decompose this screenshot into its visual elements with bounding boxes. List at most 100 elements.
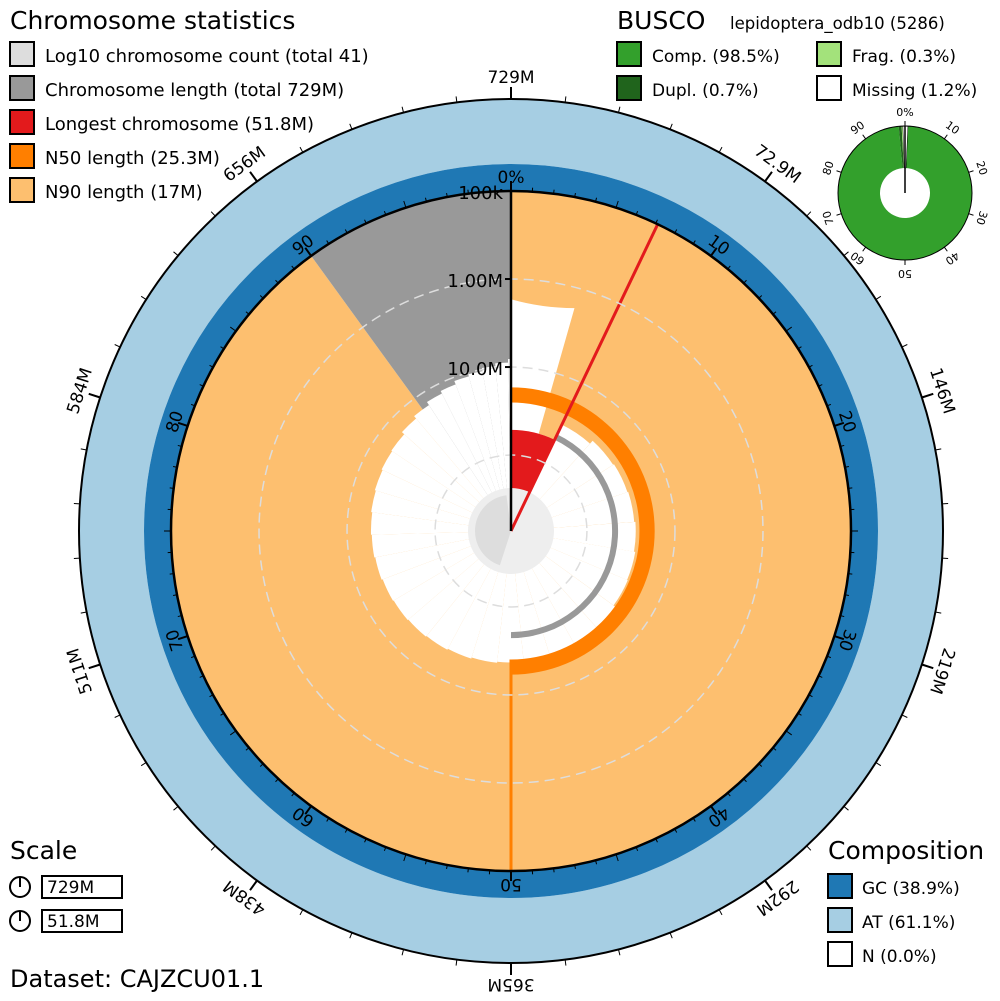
length-minor-tick — [173, 251, 179, 257]
percent-minor-tick — [220, 712, 225, 716]
percent-minor-tick — [727, 265, 731, 270]
percent-minor-tick — [826, 403, 832, 407]
percent-tick — [834, 421, 845, 427]
percent-minor-tick — [209, 694, 214, 698]
busco-tick-label: 70 — [820, 209, 837, 226]
percent-minor-tick — [259, 763, 264, 767]
percent-minor-tick — [818, 384, 823, 387]
percent-minor-tick — [446, 192, 448, 198]
percent-minor-tick — [674, 229, 678, 234]
busco-tick — [968, 213, 974, 216]
length-tick — [921, 663, 934, 670]
length-minor-tick — [80, 611, 87, 614]
busco-lineage: lepidoptera_odb10 (5286) — [730, 14, 945, 34]
length-minor-tick — [806, 211, 812, 217]
busco-slice — [898, 126, 904, 169]
length-tick-label: 511M — [63, 645, 97, 696]
length-tick — [88, 663, 101, 670]
busco-tick — [943, 246, 948, 252]
percent-minor-tick — [844, 594, 850, 596]
dataset-label: Dataset: CAJZCU01.1 — [10, 965, 264, 993]
at-ring — [79, 99, 943, 963]
percent-minor-tick — [177, 444, 182, 447]
busco-legend-swatch — [816, 75, 842, 101]
legend-swatch — [9, 143, 35, 169]
length-minor-tick — [617, 106, 621, 113]
length-minor-tick — [875, 762, 882, 767]
length-minor-tick — [80, 448, 87, 451]
percent-minor-tick — [818, 675, 823, 678]
length-minor-tick — [210, 211, 216, 217]
scale-label: 51.8M — [47, 912, 100, 932]
length-minor-tick — [718, 146, 723, 153]
composition-label: GC (38.9%) — [862, 879, 960, 899]
percent-minor-tick — [574, 192, 576, 198]
length-tick-label: 729M — [487, 68, 534, 88]
busco-tick-label: 40 — [943, 249, 962, 268]
composition-swatch — [827, 907, 853, 933]
composition-legend: Composition GC (38.9%) AT (61.1%) N (0.0%) — [827, 836, 984, 967]
length-tick — [249, 171, 258, 183]
scale-box — [41, 909, 123, 933]
length-minor-tick — [843, 251, 849, 257]
length-minor-tick — [806, 845, 812, 851]
percent-minor-tick — [424, 860, 427, 865]
percent-minor-tick — [553, 189, 555, 194]
scale-label: 729M — [47, 878, 94, 898]
length-minor-tick — [173, 805, 179, 811]
percent-minor-tick — [172, 466, 178, 468]
busco-tick — [862, 134, 867, 140]
scale-legend: Scale 729M 51.8M — [9, 836, 123, 933]
percent-minor-tick — [840, 615, 845, 618]
chromosome-legend: Chromosome statistics Log10 chromosome c… — [9, 6, 369, 203]
scale-box — [41, 875, 123, 899]
busco-tick — [836, 170, 842, 173]
busco-tick — [862, 246, 867, 252]
length-minor-tick — [401, 949, 405, 956]
percent-minor-tick — [169, 487, 174, 489]
busco-legend-label: Frag. (0.3%) — [852, 47, 956, 67]
percent-minor-tick — [615, 854, 619, 862]
legend-swatch — [9, 177, 35, 203]
percent-minor-tick — [655, 838, 658, 843]
percent-minor-tick — [797, 346, 802, 350]
percent-tick — [304, 805, 312, 815]
percent-minor-tick — [275, 279, 279, 284]
length-minor-tick — [617, 949, 621, 956]
percent-minor-tick — [177, 615, 182, 618]
percent-minor-tick — [229, 730, 237, 736]
percent-tick — [177, 421, 188, 427]
busco-slice — [901, 126, 905, 169]
busco-tick-label: 50 — [898, 267, 912, 280]
percent-tick — [710, 247, 718, 257]
percent-minor-tick — [190, 655, 196, 659]
busco-legend: BUSCO lepidoptera_odb10 (5286) Comp. (98… — [616, 6, 977, 101]
busco-tick-label: 0% — [896, 106, 913, 119]
length-minor-tick — [669, 123, 673, 130]
longest-chromosome-line — [509, 223, 660, 532]
percent-minor-tick — [595, 860, 598, 865]
percent-minor-tick — [785, 326, 793, 332]
length-minor-tick — [140, 762, 147, 767]
busco-tick — [968, 170, 974, 173]
percent-minor-tick — [403, 200, 407, 208]
composition-label: N (0.0%) — [862, 947, 937, 967]
percent-minor-tick — [344, 828, 348, 833]
length-minor-tick — [401, 106, 405, 113]
snail-main: 100k1.00M10.0M0%102030405060708090729M72… — [63, 68, 958, 994]
length-minor-tick — [564, 959, 567, 966]
percent-minor-tick — [199, 384, 204, 387]
length-minor-tick — [901, 344, 908, 348]
length-minor-tick — [935, 448, 942, 451]
percent-minor-tick — [245, 747, 250, 751]
percent-minor-tick — [259, 295, 264, 299]
length-tick-label: 584M — [63, 366, 97, 417]
busco-legend-swatch — [616, 41, 642, 67]
radial-tick-label: 1.00M — [447, 271, 503, 292]
percent-minor-tick — [326, 240, 330, 245]
busco-tick-label: 90 — [848, 119, 867, 138]
percent-minor-tick — [797, 712, 802, 716]
percent-minor-tick — [595, 197, 598, 202]
percent-minor-tick — [245, 311, 250, 315]
